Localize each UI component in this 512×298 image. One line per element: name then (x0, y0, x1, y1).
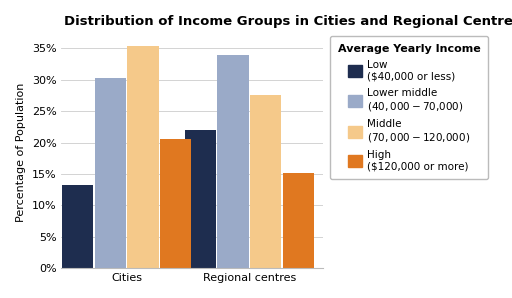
Bar (218, 55, 249, 268)
Y-axis label: Percentage of Population: Percentage of Population (16, 82, 26, 222)
Bar (95, 78, 126, 268)
Text: Distribution of Income Groups in Cities and Regional Centres of Australia: Distribution of Income Groups in Cities … (64, 15, 512, 28)
Bar (160, 139, 191, 268)
Bar (283, 173, 314, 268)
Legend: Low
($40,000 or less), Lower middle
($40,000-$70,000), Middle
($70,000-$120,000): Low ($40,000 or less), Lower middle ($40… (330, 36, 488, 179)
Bar (185, 130, 216, 268)
Bar (250, 95, 282, 268)
Bar (62, 185, 93, 268)
Bar (127, 46, 159, 268)
